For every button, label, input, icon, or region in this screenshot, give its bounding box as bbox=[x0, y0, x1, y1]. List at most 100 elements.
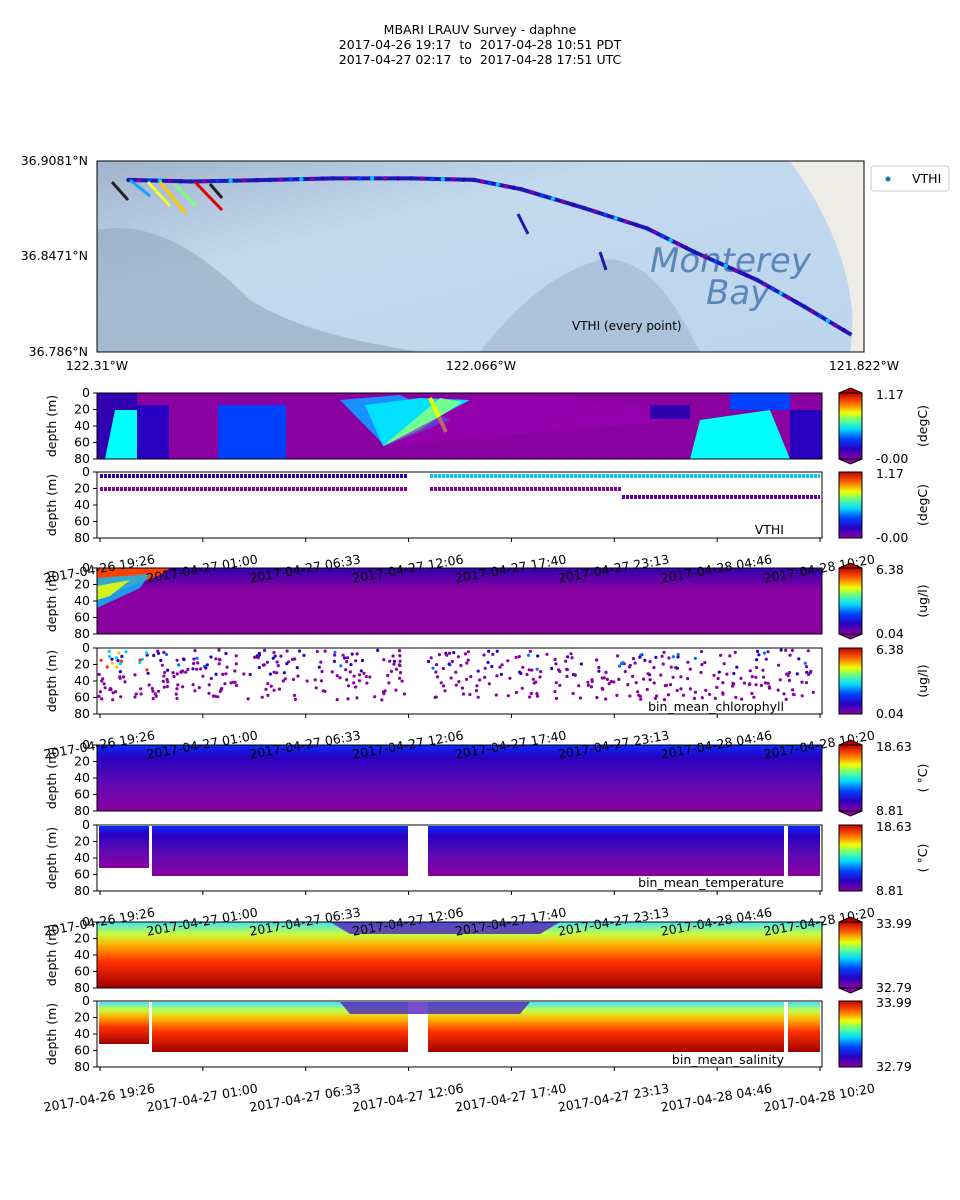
chl-sample-point bbox=[354, 685, 358, 689]
chl-sample-point bbox=[282, 671, 286, 675]
chl-sample-point bbox=[151, 689, 155, 693]
chl-sample-point bbox=[586, 680, 590, 684]
chl-sample-point bbox=[192, 661, 196, 666]
chl-samples-label: bin_mean_chlorophyll bbox=[648, 699, 784, 714]
colorbar-extend-max bbox=[838, 562, 863, 569]
chl-sample-point bbox=[703, 661, 707, 665]
chl-sample-point bbox=[118, 676, 122, 680]
map-label-monterey: Monterey bbox=[650, 241, 812, 281]
colorbar-label: ( °C) bbox=[915, 764, 930, 793]
x-tick-label: 2017-04-27 17:40 bbox=[454, 1080, 568, 1114]
track-point bbox=[503, 184, 508, 189]
y-tick-label: 80 bbox=[74, 706, 90, 721]
chl-sample-point bbox=[667, 656, 671, 660]
chl-sample-point bbox=[263, 648, 267, 653]
track-point bbox=[809, 309, 815, 314]
chl-sample-point bbox=[787, 678, 792, 683]
chl-sample-point bbox=[784, 648, 788, 653]
colorbar bbox=[838, 824, 863, 892]
transect-2 bbox=[129, 178, 151, 198]
legend-marker bbox=[885, 176, 891, 182]
chl-sample-point bbox=[457, 680, 461, 684]
chl-sample-point bbox=[224, 651, 228, 656]
colorbar-extend-min bbox=[838, 633, 863, 640]
chl-sample-point bbox=[264, 687, 268, 691]
chl-sample-point bbox=[332, 659, 336, 664]
y-tick-label: 0 bbox=[82, 817, 90, 832]
chl-sample-points bbox=[97, 648, 815, 702]
chl-sample-point bbox=[708, 692, 712, 697]
chl-sample-point bbox=[767, 685, 771, 689]
chl-sample-point bbox=[525, 672, 529, 677]
chl-sample-point bbox=[601, 687, 605, 691]
colorbar-extend-max bbox=[838, 916, 863, 923]
track-point bbox=[754, 277, 760, 283]
track-point bbox=[228, 178, 233, 183]
track-point bbox=[479, 179, 485, 184]
colorbar-min: 0.04 bbox=[876, 706, 904, 721]
chl-sample-point bbox=[715, 685, 719, 690]
chl-sample-point bbox=[217, 657, 221, 661]
chl-sample-point bbox=[171, 671, 175, 675]
chl-sample-point bbox=[323, 649, 327, 653]
chl-sample-point bbox=[468, 692, 472, 697]
chl-sample-point bbox=[172, 674, 176, 679]
chl-sample-point bbox=[787, 670, 792, 675]
vthi-samples-frame bbox=[96, 471, 823, 539]
track-point bbox=[802, 304, 807, 309]
colorbar-extend-max bbox=[838, 387, 863, 394]
chl-sample-point bbox=[214, 672, 218, 676]
chl-sample-point bbox=[364, 674, 368, 679]
chl-sample-point bbox=[754, 675, 758, 679]
chl-sample-point bbox=[795, 672, 799, 676]
chl-sample-point bbox=[791, 688, 795, 692]
chl-sample-point bbox=[499, 672, 503, 677]
chl-sample-point bbox=[134, 692, 138, 696]
chl-sample-point bbox=[184, 670, 188, 674]
chl-sample-point bbox=[314, 686, 318, 690]
chl-sample-point bbox=[107, 649, 111, 653]
chl-sample-point bbox=[740, 697, 744, 701]
chl-sample-point bbox=[279, 654, 283, 658]
chl-sample-point bbox=[427, 659, 431, 664]
chl-sample-point bbox=[495, 649, 499, 653]
chl-sample-point bbox=[788, 653, 792, 657]
chl-sample-point bbox=[557, 668, 561, 672]
vthi-patch-9 bbox=[650, 405, 690, 419]
y-tick-label: 80 bbox=[74, 626, 90, 641]
chl-sample-point bbox=[716, 676, 720, 681]
chl-sample-point bbox=[360, 658, 365, 663]
vthi-patch-7 bbox=[383, 398, 462, 446]
y-tick-label: 40 bbox=[74, 497, 90, 512]
chl-sample-point bbox=[345, 678, 349, 682]
chl-sample-point bbox=[177, 663, 181, 667]
track-point bbox=[603, 212, 608, 218]
chl-sample-point bbox=[612, 680, 616, 684]
colorbar-max: 33.99 bbox=[876, 995, 912, 1010]
colorbar-min: 0.04 bbox=[876, 626, 904, 641]
track-point bbox=[288, 177, 293, 182]
chl-sample-point bbox=[565, 667, 569, 671]
colorbar-extend-min bbox=[838, 810, 863, 817]
track-point bbox=[451, 177, 456, 182]
chl-sample-point bbox=[199, 667, 203, 671]
track-point bbox=[309, 176, 314, 182]
chl-sample-point bbox=[98, 690, 102, 694]
chl-sample-point bbox=[292, 693, 297, 698]
chl-sample-point bbox=[392, 659, 396, 663]
chl-sample-point bbox=[219, 687, 224, 691]
chl-sample-point bbox=[792, 693, 796, 697]
chl-sample-point bbox=[133, 673, 137, 677]
chl-sample-point bbox=[285, 662, 289, 666]
chl-sample-point bbox=[565, 674, 569, 679]
chl-sample-point bbox=[566, 655, 570, 659]
colorbar-min: 8.81 bbox=[876, 803, 904, 818]
track-point bbox=[430, 176, 435, 182]
track-point bbox=[254, 178, 259, 183]
chl-sample-point bbox=[114, 656, 119, 660]
chl-sample-point bbox=[162, 650, 166, 655]
track-point bbox=[713, 259, 718, 264]
track-point bbox=[540, 193, 545, 198]
chl-sample-point bbox=[335, 698, 339, 702]
